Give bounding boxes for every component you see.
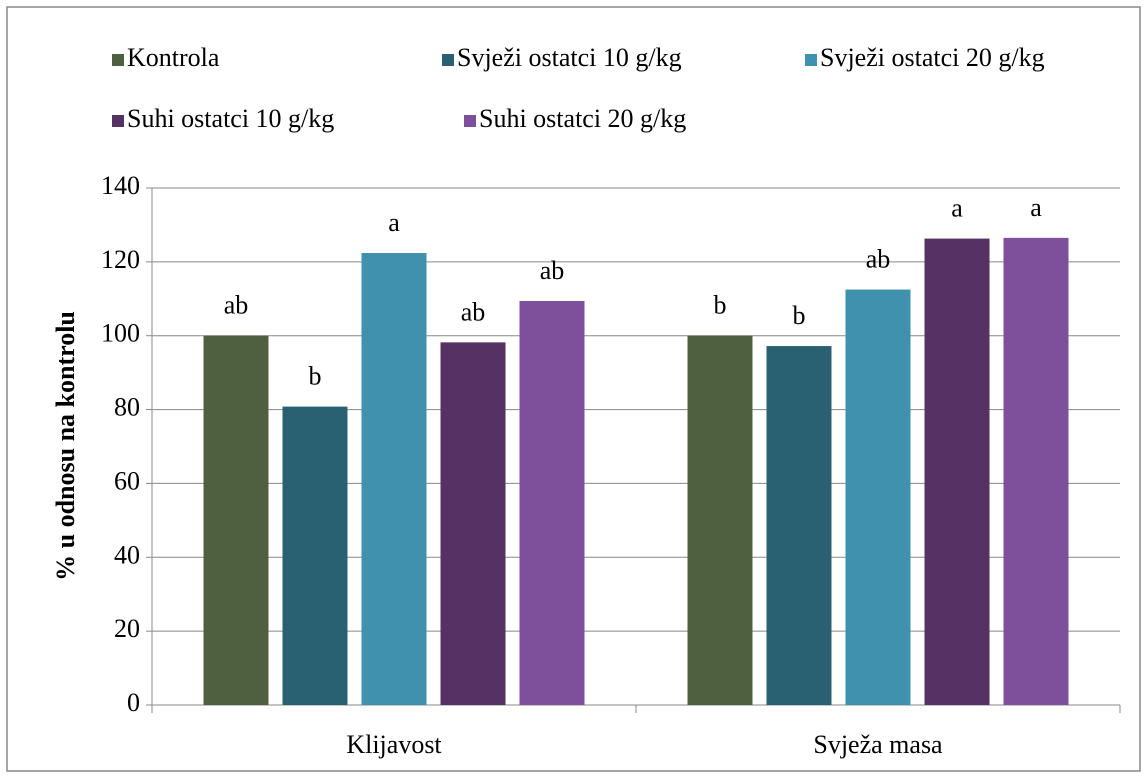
bar bbox=[282, 406, 348, 705]
legend-label: Suhi ostatci 10 g/kg bbox=[127, 104, 334, 133]
bar bbox=[687, 335, 753, 705]
bar bbox=[845, 289, 911, 705]
legend-label: Kontrola bbox=[127, 43, 220, 72]
legend-swatch bbox=[442, 54, 454, 66]
bar bbox=[203, 335, 269, 705]
x-tick-label: Klijavost bbox=[346, 730, 442, 759]
y-axis-title: % u odnosu na kontrolu bbox=[51, 311, 80, 581]
y-tick-label: 80 bbox=[114, 393, 140, 422]
bar-annotation: b bbox=[309, 362, 322, 391]
bar-annotation: ab bbox=[461, 297, 486, 326]
bar-annotation: a bbox=[388, 208, 400, 237]
y-tick-label: 140 bbox=[101, 171, 140, 200]
legend-swatch bbox=[464, 115, 476, 127]
bar-annotation: a bbox=[1030, 193, 1042, 222]
legend-label: Suhi ostatci 20 g/kg bbox=[479, 104, 686, 133]
y-tick-label: 120 bbox=[101, 245, 140, 274]
y-tick-label: 20 bbox=[114, 614, 140, 643]
legend-swatch bbox=[112, 115, 124, 127]
bar-annotation: ab bbox=[224, 291, 249, 320]
legend-label: Svježi ostatci 20 g/kg bbox=[820, 43, 1045, 72]
legend-swatch bbox=[112, 54, 124, 66]
bar bbox=[519, 301, 585, 705]
bar-annotation: a bbox=[951, 194, 963, 223]
legend-label: Svježi ostatci 10 g/kg bbox=[457, 43, 682, 72]
bar-annotation: b bbox=[714, 291, 727, 320]
bar bbox=[1003, 237, 1069, 705]
bar bbox=[440, 342, 506, 705]
bar bbox=[924, 238, 990, 705]
bar-annotation: ab bbox=[540, 256, 565, 285]
y-tick-label: 40 bbox=[114, 540, 140, 569]
y-tick-label: 60 bbox=[114, 466, 140, 495]
legend-swatch bbox=[805, 54, 817, 66]
y-tick-label: 100 bbox=[101, 319, 140, 348]
x-tick-label: Svježa masa bbox=[813, 730, 943, 759]
bar-annotation: b bbox=[793, 301, 806, 330]
y-tick-label: 0 bbox=[127, 688, 140, 717]
bar bbox=[361, 252, 427, 705]
bar bbox=[766, 346, 832, 705]
bar-annotation: ab bbox=[866, 245, 891, 274]
